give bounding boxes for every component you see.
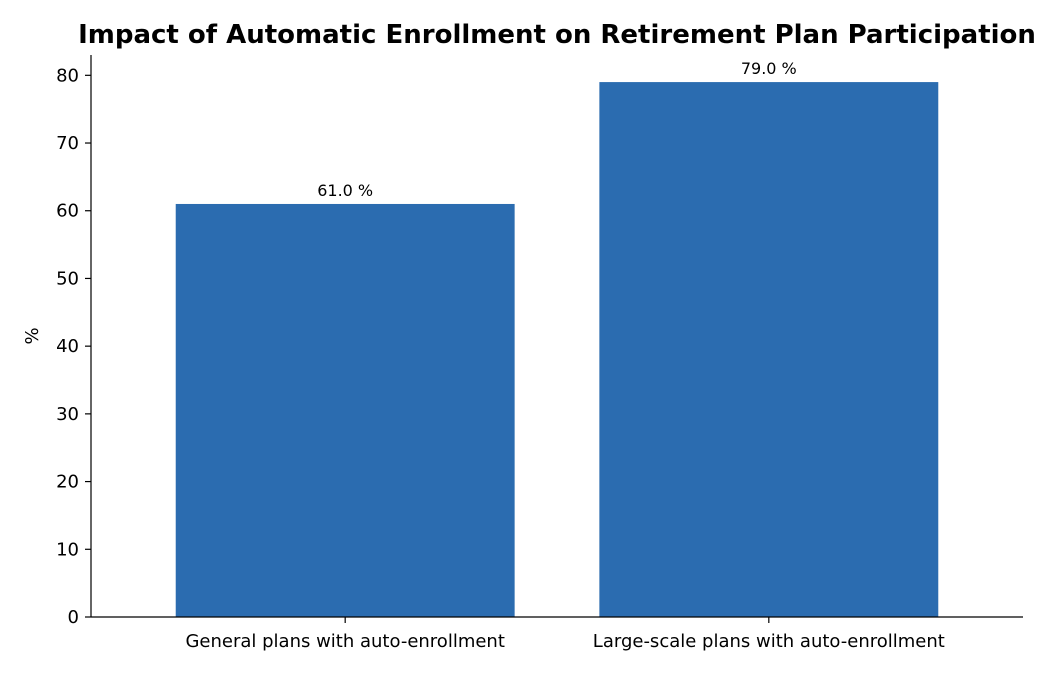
data-label-1: 79.0 % [741, 59, 797, 78]
data-label-0: 61.0 % [317, 181, 373, 200]
plot-area: 61.0 % General plans with auto-enrollment… [56, 55, 1023, 652]
y-tick-label-0: 0 [68, 607, 79, 628]
y-tick-label-6: 60 [56, 201, 79, 222]
y-tick-label-1: 10 [56, 539, 79, 560]
y-tick-label-3: 30 [56, 404, 79, 425]
chart-title: Impact of Automatic Enrollment on Retire… [78, 20, 1036, 50]
y-tick-label-2: 20 [56, 472, 79, 493]
x-tick-label-1: Large-scale plans with auto-enrollment [593, 631, 945, 652]
y-tick-label-7: 70 [56, 133, 79, 154]
y-tick-label-8: 80 [56, 65, 79, 86]
y-axis-label: % [22, 327, 43, 344]
y-tick-label-5: 50 [56, 268, 79, 289]
bar-1 [599, 82, 939, 617]
bar-0 [175, 203, 515, 617]
x-tick-label-0: General plans with auto-enrollment [185, 631, 504, 652]
y-tick-label-4: 40 [56, 336, 79, 357]
